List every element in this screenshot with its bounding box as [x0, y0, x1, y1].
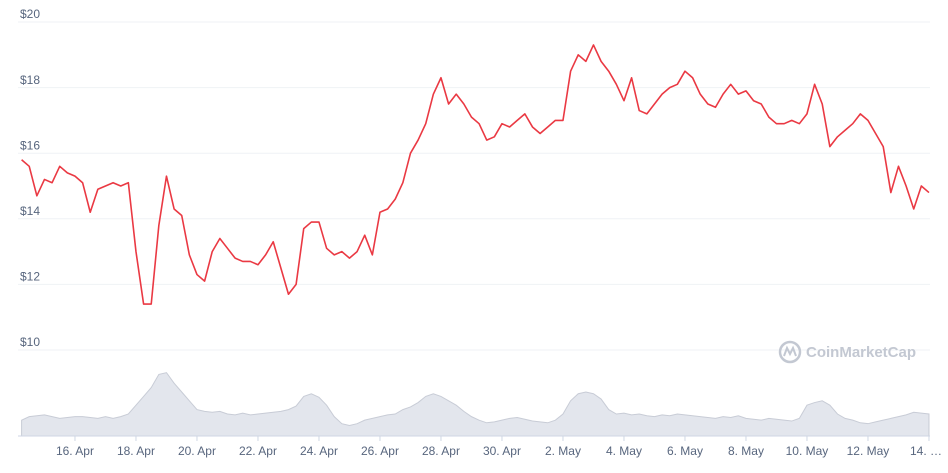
x-tick-label: 16. Apr	[56, 444, 94, 458]
watermark: CoinMarketCap	[806, 344, 916, 361]
watermark-logo	[778, 340, 802, 364]
x-tick-label: 12. May	[847, 444, 890, 458]
y-tick-label: $14	[20, 204, 40, 218]
x-tick-label: 6. May	[667, 444, 703, 458]
x-tick-label: 14. …	[910, 444, 942, 458]
y-tick-label: $16	[20, 138, 40, 152]
x-tick-label: 4. May	[606, 444, 642, 458]
x-tick-label: 2. May	[545, 444, 581, 458]
price-line	[21, 44, 930, 305]
x-tick-label: 28. Apr	[422, 444, 460, 458]
x-tick-label: 22. Apr	[239, 444, 277, 458]
x-tick-label: 10. May	[786, 444, 829, 458]
y-tick-label: $12	[20, 270, 40, 284]
x-tick-label: 18. Apr	[117, 444, 155, 458]
y-tick-label: $18	[20, 73, 40, 87]
volume-area	[21, 372, 930, 437]
x-tick-label: 26. Apr	[361, 444, 399, 458]
y-tick-label: $20	[20, 7, 40, 21]
x-tick-label: 24. Apr	[300, 444, 338, 458]
x-tick-label: 30. Apr	[483, 444, 521, 458]
x-tick-label: 20. Apr	[178, 444, 216, 458]
y-tick-label: $10	[20, 335, 40, 349]
x-tick-label: 8. May	[728, 444, 764, 458]
